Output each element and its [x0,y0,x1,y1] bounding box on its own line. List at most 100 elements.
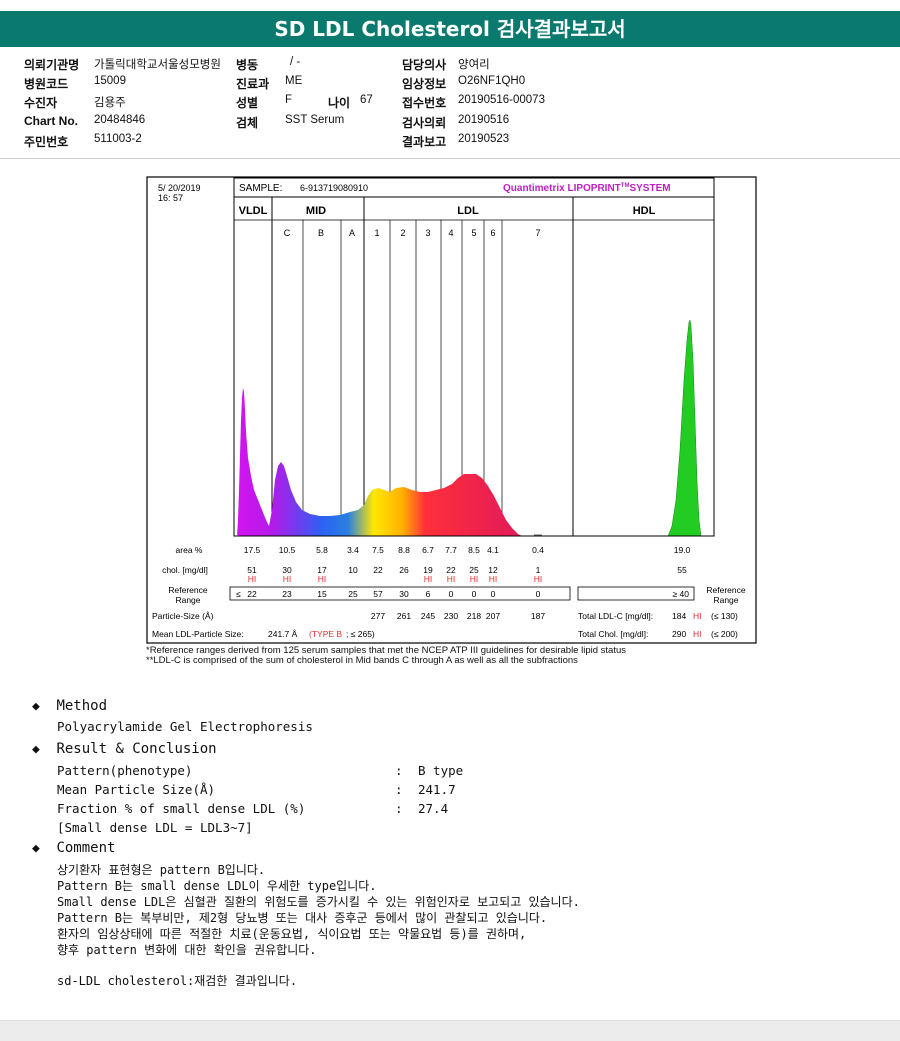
examinee-label: 수진자 [24,96,58,110]
brand-tm: TM [621,183,630,189]
chol-hi-flag-B: HI [318,574,327,584]
comment-section: ◆ Comment [32,840,115,856]
ref-le-sign: ≤ [236,589,241,599]
result-date-label: 결과보고 [402,135,447,149]
hospital-code-label: 병원코드 [24,77,69,91]
data-table: 17.5 10.5 5.8 3.4 7.5 8.8 6.7 7.7 8.5 4.1 0.4 19.0 5… [244,545,691,621]
id-value: 511003-2 [94,133,142,145]
band-label-5: 5 [471,228,476,238]
chart-no-label: Chart No. [24,114,78,128]
institution-label: 의뢰기관명 [24,58,80,72]
ref-right-2: Range [713,595,738,605]
area-value-6: 4.1 [487,545,499,555]
diamond-bullet-icon: ◆ [32,742,40,757]
page-bottom-strip [0,1020,900,1041]
chart-time: 16: 57 [158,193,183,203]
request-value: 20190516 [458,114,510,126]
examinee-value: 김용주 [94,97,126,109]
chol-value-7: 1 [536,565,541,575]
ref-value-6: 0 [491,589,496,599]
chol-label: chol. [mg/dl] [162,565,208,575]
pattern-value: B type [418,763,464,778]
chol-value-C: 30 [282,565,292,575]
ref-right-1: Reference [706,585,745,595]
hospital-code-value: 15009 [94,75,126,87]
group-mid: MID [306,205,326,217]
band-label-C: C [284,228,291,238]
chol-hi-flag-5: HI [470,574,479,584]
receipt-value: 20190516-00073 [458,94,545,106]
total-ldl-label: Total LDL-C [mg/dl]: [578,611,653,621]
recheck-note: sd-LDL cholesterol:재검한 결과입니다. [57,974,298,988]
area-value-3: 6.7 [422,545,434,555]
method-text: Polyacrylamide Gel Electrophoresis [57,719,313,734]
area-value-4: 7.7 [445,545,457,555]
mean-size-label: Mean LDL-Particle Size: [152,629,244,639]
total-ldl-ref: (≤ 130) [711,611,738,621]
ref-label-2: Range [175,595,200,605]
area-label: area % [176,545,203,555]
diamond-bullet-icon: ◆ [32,699,40,714]
area-value-A: 3.4 [347,545,359,555]
institution-value: 가톨릭대학교서울성모병원 [94,59,221,71]
doctor-value: 양여리 [458,59,490,71]
hdl-ref: ≥ 40 [673,589,690,599]
total-chol-ref: (≤ 200) [711,629,738,639]
ref-value-3: 6 [426,589,431,599]
chol-hi-flag-6: HI [489,574,498,584]
particle-label: Particle-Size (Å) [152,611,214,621]
total-ldl-flag: HI [693,611,702,621]
mean-type-ref: ; ≤ 265) [346,629,375,639]
result-date-value: 20190523 [458,133,510,145]
id-label: 주민번호 [24,135,69,149]
size-label: Mean Particle Size(Å) [57,782,216,797]
chol-value-VLDL: 51 [247,565,257,575]
ref-value-1: 57 [373,589,383,599]
ref-box-left [229,586,571,601]
sex-value: F [285,94,293,106]
area-value-HDL: 19.0 [674,545,691,555]
chol-value-B: 17 [317,565,327,575]
group-hdl: HDL [633,205,656,217]
area-value-7: 0.4 [532,545,544,555]
clinical-value: O26NF1QH0 [458,75,526,87]
band-divider-lines [271,197,574,536]
chol-value-2: 26 [399,565,409,575]
sample-value: 6-913719080910 [300,183,368,193]
ref-value-C: 23 [282,589,292,599]
ref-value-5: 0 [472,589,477,599]
ref-value-2: 30 [399,589,409,599]
group-ldl: LDL [457,205,479,217]
sample-label: SAMPLE: [239,183,282,194]
chol-hi-flag-C: HI [283,574,292,584]
total-chol-label: Total Chol. [mg/dl]: [578,629,648,639]
method-heading: ◆ Method [32,698,107,714]
ref-label-1: Reference [168,585,207,595]
fraction-colon: : [395,801,403,816]
divider [0,158,900,159]
area-value-C: 10.5 [279,545,296,555]
area-value-B: 5.8 [316,545,328,555]
pattern-label: Pattern(phenotype) [57,763,193,778]
specimen-value: SST Serum [285,114,345,126]
area-value-5: 8.5 [468,545,480,555]
chol-hi-flag-3: HI [424,574,433,584]
total-ldl-value: 184 [672,611,686,621]
size-colon: : [395,782,403,797]
footnote-1: *Reference ranges derived from 125 serum… [146,645,626,656]
chol-hi-flag-7: HI [534,574,543,584]
chol-value-5: 25 [469,565,479,575]
band-label-4: 4 [448,228,453,238]
chart-frame [146,176,757,644]
chol-value-3: 19 [423,565,433,575]
mean-type: (TYPE B [309,629,342,639]
ldl-density-curve [237,388,522,536]
request-label: 검사의뢰 [402,116,447,130]
particle-size-value: 245 [421,611,435,621]
band-label-2: 2 [400,228,405,238]
fraction-value: 27.4 [418,801,449,816]
ref-value-B: 15 [317,589,327,599]
mean-size-value: 241.7 Å [268,629,298,639]
fraction-label: Fraction % of small dense LDL (%) [57,801,306,816]
group-vldl: VLDL [239,205,268,217]
